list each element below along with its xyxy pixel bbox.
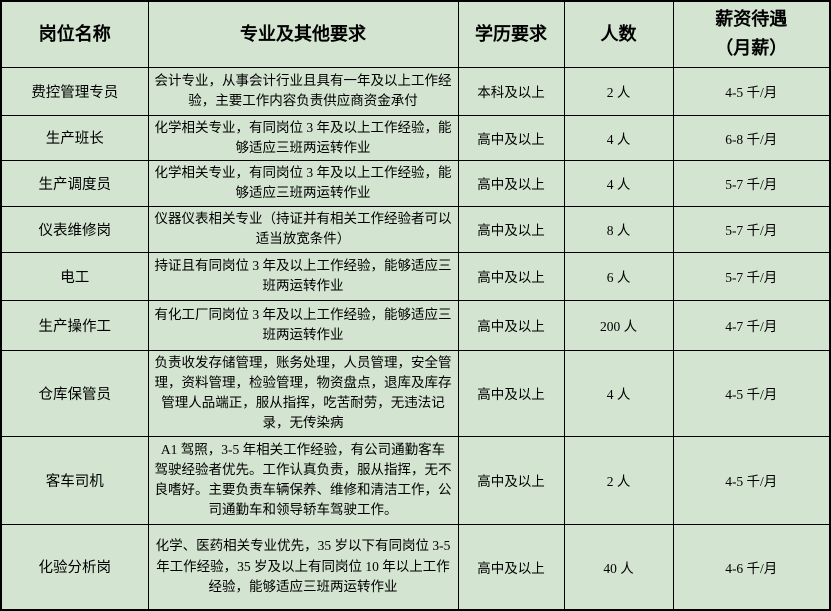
header-row: 岗位名称 专业及其他要求 学历要求 人数 薪资待遇 （月薪） <box>0 0 831 68</box>
cell-requirements: 持证且有同岗位 3 年及以上工作经验，能够适应三班两运转作业 <box>147 251 459 301</box>
table-row: 仪表维修岗 仪器仪表相关专业（持证并有相关工作经验者可以适当放宽条件） 高中及以… <box>0 205 831 253</box>
cell-requirements: 仪器仪表相关专业（持证并有相关工作经验者可以适当放宽条件） <box>147 205 459 253</box>
cell-position: 客车司机 <box>0 435 149 525</box>
cell-salary: 5-7 千/月 <box>672 205 831 253</box>
table-row: 生产操作工 有化工厂同岗位 3 年及以上工作经验，能够适应三班两运转作业 高中及… <box>0 299 831 351</box>
cell-education: 高中及以上 <box>457 523 565 611</box>
cell-education: 高中及以上 <box>457 205 565 253</box>
header-requirements: 专业及其他要求 <box>147 0 459 68</box>
cell-salary: 6-8 千/月 <box>672 114 831 161</box>
header-education: 学历要求 <box>457 0 565 68</box>
cell-position: 电工 <box>0 251 149 301</box>
table-row: 生产调度员 化学相关专业，有同岗位 3 年及以上工作经验，能够适应三班两运转作业… <box>0 160 831 207</box>
cell-count: 6 人 <box>563 251 674 301</box>
cell-count: 2 人 <box>563 66 674 116</box>
cell-salary: 4-5 千/月 <box>672 435 831 525</box>
table-row: 费控管理专员 会计专业，从事会计行业且具有一年及以上工作经验，主要工作内容负责供… <box>0 66 831 116</box>
cell-education: 本科及以上 <box>457 66 565 116</box>
cell-position: 生产调度员 <box>0 160 149 207</box>
table-row: 化验分析岗 化学、医药相关专业优先，35 岁以下有同岗位 3-5 年工作经验，3… <box>0 523 831 611</box>
cell-count: 200 人 <box>563 299 674 351</box>
cell-salary: 5-7 千/月 <box>672 251 831 301</box>
cell-count: 4 人 <box>563 160 674 207</box>
cell-salary: 4-6 千/月 <box>672 523 831 611</box>
table-row: 仓库保管员 负责收发存储管理，账务处理，人员管理，安全管理，资料管理，检验管理，… <box>0 349 831 437</box>
cell-education: 高中及以上 <box>457 160 565 207</box>
cell-requirements: 会计专业，从事会计行业且具有一年及以上工作经验，主要工作内容负责供应商资金承付 <box>147 66 459 116</box>
cell-count: 40 人 <box>563 523 674 611</box>
cell-requirements: A1 驾照，3-5 年相关工作经验，有公司通勤客车驾驶经验者优先。工作认真负责，… <box>147 435 459 525</box>
cell-position: 生产班长 <box>0 114 149 161</box>
cell-count: 4 人 <box>563 349 674 437</box>
cell-salary: 5-7 千/月 <box>672 160 831 207</box>
cell-position: 仪表维修岗 <box>0 205 149 253</box>
cell-count: 4 人 <box>563 114 674 161</box>
cell-education: 高中及以上 <box>457 299 565 351</box>
cell-requirements: 化学相关专业，有同岗位 3 年及以上工作经验，能够适应三班两运转作业 <box>147 160 459 207</box>
cell-position: 化验分析岗 <box>0 523 149 611</box>
table-row: 电工 持证且有同岗位 3 年及以上工作经验，能够适应三班两运转作业 高中及以上 … <box>0 251 831 301</box>
cell-requirements: 化学相关专业，有同岗位 3 年及以上工作经验，能够适应三班两运转作业 <box>147 114 459 161</box>
cell-salary: 4-5 千/月 <box>672 349 831 437</box>
cell-count: 2 人 <box>563 435 674 525</box>
cell-education: 高中及以上 <box>457 251 565 301</box>
header-salary: 薪资待遇 （月薪） <box>672 0 831 68</box>
cell-requirements: 化学、医药相关专业优先，35 岁以下有同岗位 3-5 年工作经验，35 岁及以上… <box>147 523 459 611</box>
cell-count: 8 人 <box>563 205 674 253</box>
cell-education: 高中及以上 <box>457 114 565 161</box>
cell-requirements: 有化工厂同岗位 3 年及以上工作经验，能够适应三班两运转作业 <box>147 299 459 351</box>
cell-position: 费控管理专员 <box>0 66 149 116</box>
cell-education: 高中及以上 <box>457 349 565 437</box>
table-row: 生产班长 化学相关专业，有同岗位 3 年及以上工作经验，能够适应三班两运转作业 … <box>0 114 831 161</box>
cell-salary: 4-7 千/月 <box>672 299 831 351</box>
header-position: 岗位名称 <box>0 0 149 68</box>
header-count: 人数 <box>563 0 674 68</box>
cell-education: 高中及以上 <box>457 435 565 525</box>
cell-requirements: 负责收发存储管理，账务处理，人员管理，安全管理，资料管理，检验管理，物资盘点，退… <box>147 349 459 437</box>
cell-position: 生产操作工 <box>0 299 149 351</box>
table-row: 客车司机 A1 驾照，3-5 年相关工作经验，有公司通勤客车驾驶经验者优先。工作… <box>0 435 831 525</box>
cell-position: 仓库保管员 <box>0 349 149 437</box>
cell-salary: 4-5 千/月 <box>672 66 831 116</box>
